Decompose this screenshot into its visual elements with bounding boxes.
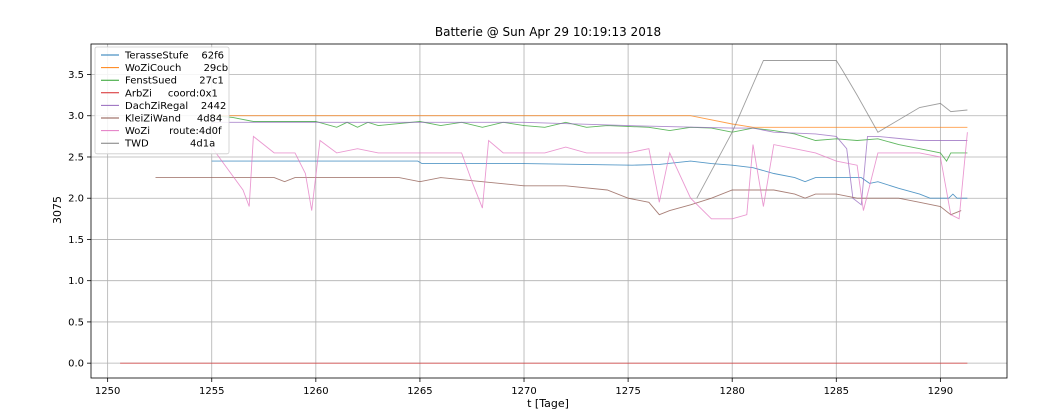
series-line (211, 115, 968, 162)
x-tick-label: 1290 (928, 386, 953, 397)
legend-label: KleiZiWand 4d84 (125, 114, 222, 125)
legend-label: TerasseStufe 62f6 (124, 51, 224, 62)
legend-label: ArbZi coord:0x1 (125, 88, 218, 99)
y-tick-label: 3.0 (68, 111, 84, 122)
series-line (211, 115, 968, 128)
y-tick-label: 2.5 (68, 152, 84, 163)
series-line (211, 160, 968, 199)
x-tick-label: 1275 (615, 386, 640, 397)
x-tick-label: 1280 (719, 386, 744, 397)
series-line (696, 60, 968, 199)
y-tick-label: 0.5 (68, 317, 84, 328)
x-axis-ticks: 1250 1255 1260 1265 1270 1275 1280 1285 1290 (95, 378, 953, 397)
y-tick-label: 1.0 (68, 276, 84, 287)
plot-frame (90, 43, 1008, 379)
x-tick-label: 1285 (824, 386, 849, 397)
y-axis-label: 3075 (51, 196, 64, 224)
series-line (211, 121, 968, 206)
x-tick-label: 1250 (95, 386, 120, 397)
chart-title: Batterie @ Sun Apr 29 10:19:13 2018 (435, 25, 661, 39)
y-tick-label: 1.5 (68, 235, 84, 246)
legend-label: WoZi route:4d0f (125, 126, 222, 137)
x-tick-label: 1260 (303, 386, 328, 397)
x-tick-label: 1255 (199, 386, 224, 397)
series-line (211, 132, 968, 220)
x-tick-label: 1270 (511, 386, 536, 397)
y-tick-label: 3.5 (68, 70, 84, 81)
series-layer (120, 60, 968, 364)
legend-label: TWD 4d1a (124, 139, 215, 150)
y-axis-ticks: 0.0 0.5 1.0 1.5 2.0 2.5 3.0 3.5 (68, 70, 91, 370)
legend-label: FenstSued 27c1 (125, 76, 224, 87)
legend-box (94, 46, 230, 155)
series-line (155, 177, 962, 216)
x-axis-label: t [Tage] (527, 397, 569, 410)
x-tick-label: 1265 (407, 386, 432, 397)
legend-label: WoZiCouch 29cb (125, 63, 228, 74)
y-tick-label: 0.0 (68, 359, 84, 370)
legend-label: DachZiRegal 2442 (125, 101, 226, 112)
y-tick-label: 2.0 (68, 194, 84, 205)
